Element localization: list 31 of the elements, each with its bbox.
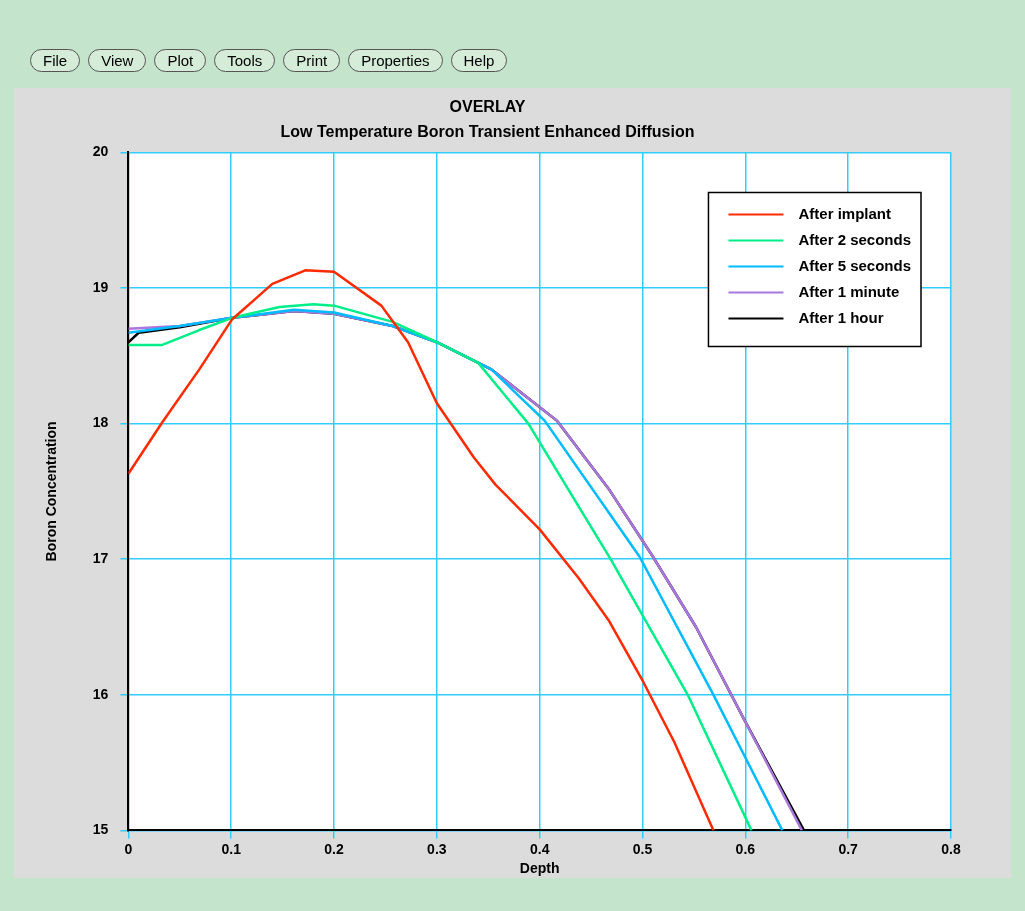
legend-label: After 2 seconds (798, 230, 912, 248)
text: View (88, 48, 147, 72)
x-tick-label: 0.3 (427, 840, 447, 857)
text: Help (450, 48, 508, 72)
x-tick-label: 0 (124, 840, 133, 857)
x-tick-label: 0.8 (941, 840, 961, 857)
y-tick-label: 16 (92, 685, 109, 702)
x-tick-label: 0.7 (838, 840, 859, 857)
x-tick-label: 0.1 (221, 840, 242, 857)
y-tick-label: 17 (92, 550, 109, 567)
text: Tools (214, 48, 276, 72)
legend-label: After 5 seconds (798, 256, 912, 274)
legend-label: After implant (798, 204, 891, 222)
y-tick-label: 19 (92, 278, 109, 295)
text: Plot (154, 48, 207, 72)
chart-title: OVERLAY (449, 98, 526, 116)
x-tick-label: 0.2 (324, 840, 344, 857)
chart-subtitle: Low Temperature Boron Transient Enhanced Diffusion (280, 123, 695, 141)
x-axis-title: Depth (519, 860, 560, 877)
x-tick-label: 0.5 (632, 840, 653, 857)
text: Properties (348, 48, 443, 72)
y-tick-label: 15 (92, 821, 109, 838)
legend-label: After 1 hour (798, 308, 884, 326)
x-tick-label: 0.6 (735, 840, 756, 857)
y-axis-title: Boron Concentration (43, 421, 60, 562)
text: Print (283, 48, 341, 72)
legend-label: After 1 minute (798, 282, 900, 300)
y-tick-label: 20 (92, 143, 109, 160)
x-tick-label: 0.4 (529, 840, 550, 857)
y-tick-label: 18 (92, 414, 109, 431)
text: File (30, 48, 81, 72)
